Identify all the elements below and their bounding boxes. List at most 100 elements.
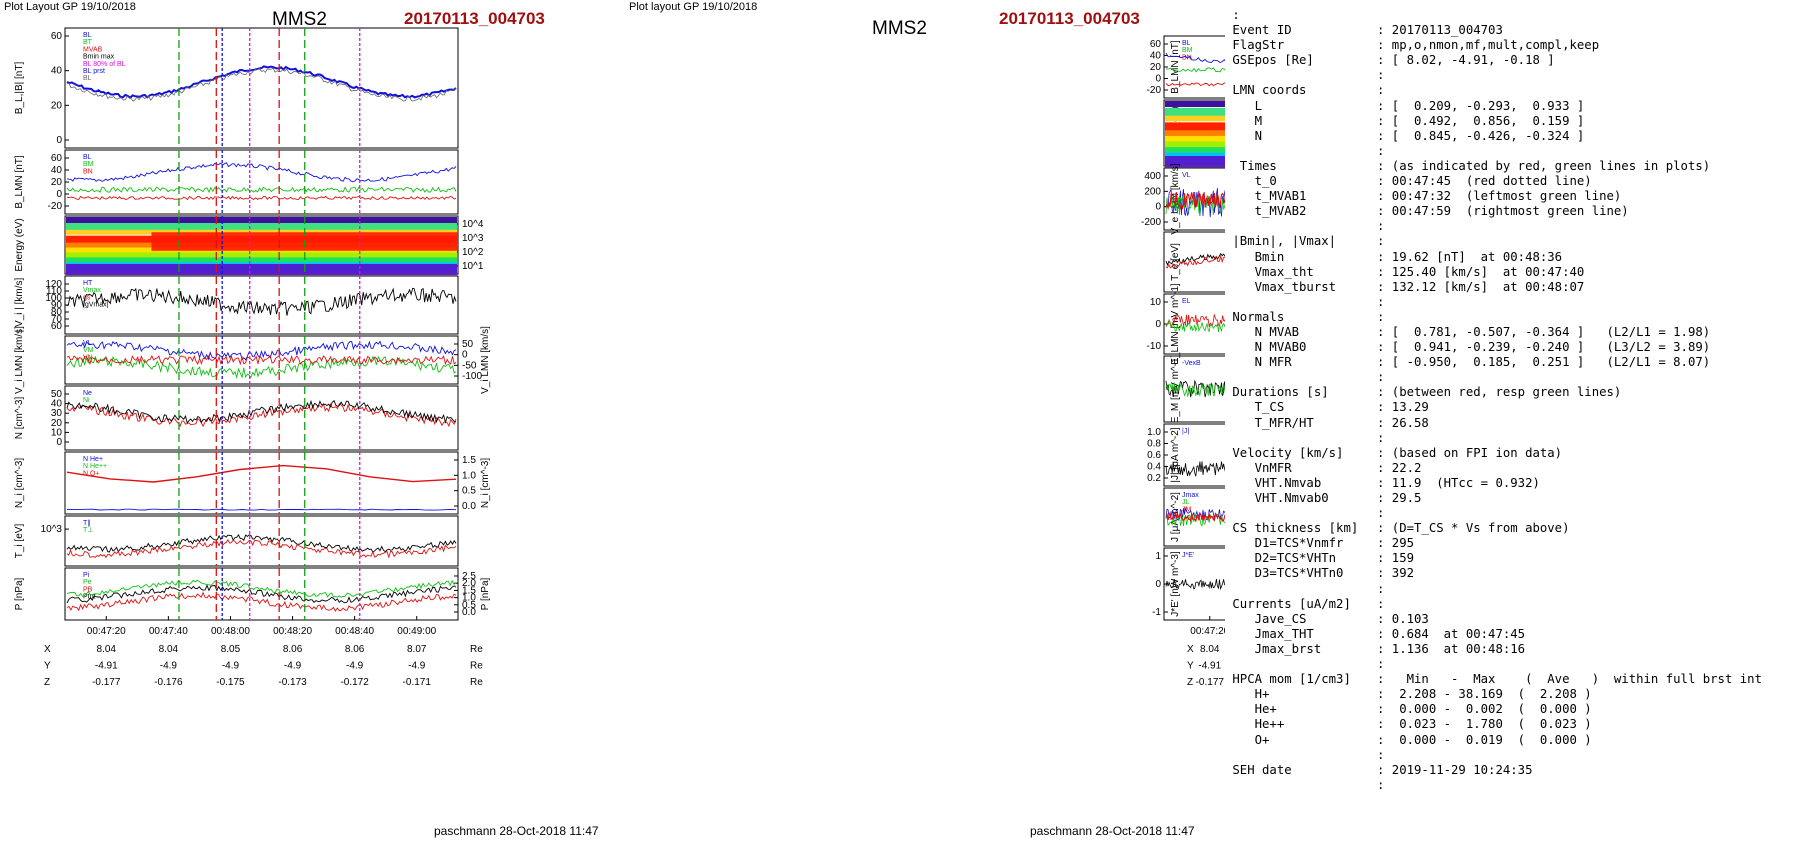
tick-label: 1.5 — [462, 585, 476, 596]
summary-key: O+ — [1225, 732, 1270, 747]
summary-value: : — [1377, 309, 1385, 324]
legend-entry: JM — [1182, 506, 1192, 513]
y-axis-label: B_L,|B| [nT] — [14, 62, 25, 115]
legend-entry: Ne — [83, 390, 92, 397]
left-probe-label: MMS2 — [272, 9, 327, 30]
summary-row: : — [1225, 657, 1762, 672]
summary-row: Jmax_brst: 1.136 at 00:48:16 — [1225, 642, 1762, 657]
summary-key — [1225, 68, 1377, 83]
summary-row: D3=TCS*VHTn0: 392 — [1225, 566, 1762, 581]
summary-row: O+: 0.000 - 0.019 ( 0.000 ) — [1225, 733, 1762, 748]
summary-row: CS thickness [km]: (D=T_CS * Vs from abo… — [1225, 521, 1762, 536]
summary-row: Bmin: 19.62 [nT] at 00:48:36 — [1225, 250, 1762, 265]
panel-e: E_LMN [mV m^-1] 10 0 -10 EL — [1147, 283, 1225, 365]
summary-row: T_CS: 13.29 — [1225, 400, 1762, 415]
legend-entry: gs — [83, 294, 91, 301]
summary-value: : — [1377, 234, 1385, 249]
summary-key: L — [1225, 98, 1263, 113]
panel-frame — [1163, 167, 1225, 231]
tick-label: 10^1 — [462, 261, 484, 272]
tick-label: 1.5 — [462, 455, 476, 466]
summary-row: He+: 0.000 - 0.002 ( 0.000 ) — [1225, 702, 1762, 717]
tick-label: -1 — [1152, 607, 1161, 618]
summary-row: D1=TCS*Vnmfr: 295 — [1225, 536, 1762, 551]
summary-row: T_MFR/HT: 26.58 — [1225, 416, 1762, 431]
summary-value: : 19.62 [nT] at 00:48:36 — [1377, 249, 1563, 264]
summary-key: T_CS — [1225, 400, 1285, 415]
summary-key: Currents [uA/m2] — [1225, 596, 1351, 611]
spectrogram-band — [1165, 144, 1225, 153]
summary-key — [1225, 582, 1377, 597]
summary-key — [1225, 144, 1377, 159]
summary-row: : — [1225, 8, 1762, 23]
summary-value: : 2019-11-29 10:24:35 — [1377, 762, 1533, 777]
tick-label: 10^3 — [462, 233, 484, 244]
summary-key — [1225, 778, 1377, 793]
left-event-label: 20170113_004703 — [404, 9, 545, 28]
data-trace — [66, 195, 457, 201]
tick-label: 40 — [51, 66, 63, 77]
summary-key: D3=TCS*VHTn0 — [1225, 566, 1344, 581]
summary-row: N: [ 0.845, -0.426, -0.324 ] — [1225, 129, 1762, 144]
ephemeris-value: -4.91 — [1198, 661, 1221, 672]
summary-row: N MVAB: [ 0.781, -0.507, -0.364 ] (L2/L1… — [1225, 325, 1762, 340]
summary-value: : (based on FPI ion data) — [1377, 445, 1563, 460]
time-tick-label: 00:48:20 — [273, 626, 312, 637]
spectrogram-band — [1165, 133, 1225, 142]
panel-frame — [64, 27, 459, 149]
tick-label: 50 — [462, 339, 474, 350]
data-trace — [66, 67, 457, 102]
panel-frame — [64, 275, 459, 335]
summary-key: VHT.Nmvab — [1225, 475, 1322, 490]
y-axis-label: V_i LMN [km/s] — [14, 326, 25, 394]
summary-row: Jmax_THT: 0.684 at 00:47:45 — [1225, 627, 1762, 642]
ephemeris-value: 8.06 — [345, 644, 365, 655]
summary-key: Vmax_tht — [1225, 264, 1314, 279]
summary-key: FlagStr — [1225, 38, 1285, 53]
data-trace — [66, 186, 457, 194]
ephemeris-value: 8.06 — [283, 644, 303, 655]
panel-em: E_M [mV m^-1]100-10E_M [mV m^-1]-VexB — [1163, 354, 1225, 423]
summary-value: : 11.9 (HTcc = 0.932) — [1377, 475, 1540, 490]
summary-row: Vmax_tburst: 132.12 [km/s] at 00:48:07 — [1225, 280, 1762, 295]
summary-key — [1225, 219, 1377, 234]
tick-label: 10^2 — [462, 247, 484, 258]
ephemeris-value: -4.9 — [408, 661, 426, 672]
panel-frame — [64, 149, 459, 215]
legend-entry: Ni — [83, 397, 90, 404]
summary-row: : — [1225, 748, 1762, 763]
middle-figure: Plot layout GP 19/10/2018 MMS2 20170113_… — [625, 0, 1225, 841]
tick-label: 0.0 — [462, 607, 476, 618]
tick-label: 10^4 — [462, 219, 484, 230]
tick-label: 50 — [51, 389, 63, 400]
ephemeris-value: -0.171 — [403, 677, 432, 688]
ephemeris-value: 8.04 — [97, 644, 117, 655]
summary-key: CS thickness [km] — [1225, 521, 1359, 536]
panel-frame — [64, 451, 459, 515]
summary-row: VHT.Nmvab0: 29.5 — [1225, 491, 1762, 506]
y-axis-label: P [nPa] — [14, 577, 25, 610]
legend-entry: BL — [1182, 40, 1191, 47]
y-axis-label: B_LMN [nT] — [14, 155, 25, 209]
legend-entry: BL — [83, 154, 92, 161]
data-trace — [66, 464, 457, 483]
spectrogram-band — [1165, 101, 1225, 107]
legend-entry: BM — [83, 161, 94, 168]
summary-row: Currents [uA/m2]: — [1225, 597, 1762, 612]
summary-key: Times — [1225, 158, 1277, 173]
summary-row: t_0: 00:47:45 (red dotted line) — [1225, 174, 1762, 189]
summary-row: Jave_CS: 0.103 — [1225, 612, 1762, 627]
panel-p: P [nPa] 2.52.01.51.00.50.0 P [nPa] PiPePBPt… — [14, 567, 491, 621]
summary-key: D1=TCS*Vnmfr — [1225, 536, 1344, 551]
legend-entry: BL — [83, 32, 92, 39]
summary-value: : [ -0.950, 0.185, 0.251 ] (L2/L1 = 8.07… — [1377, 355, 1711, 370]
legend-entry: Bmin max — [83, 54, 115, 61]
legend-entry: JL — [1182, 499, 1190, 506]
summary-key — [1225, 748, 1377, 763]
tick-label: 0.8 — [1147, 439, 1161, 450]
legend-entry: BN — [83, 168, 93, 175]
summary-value: : 00:47:45 (red dotted line) — [1377, 174, 1592, 189]
